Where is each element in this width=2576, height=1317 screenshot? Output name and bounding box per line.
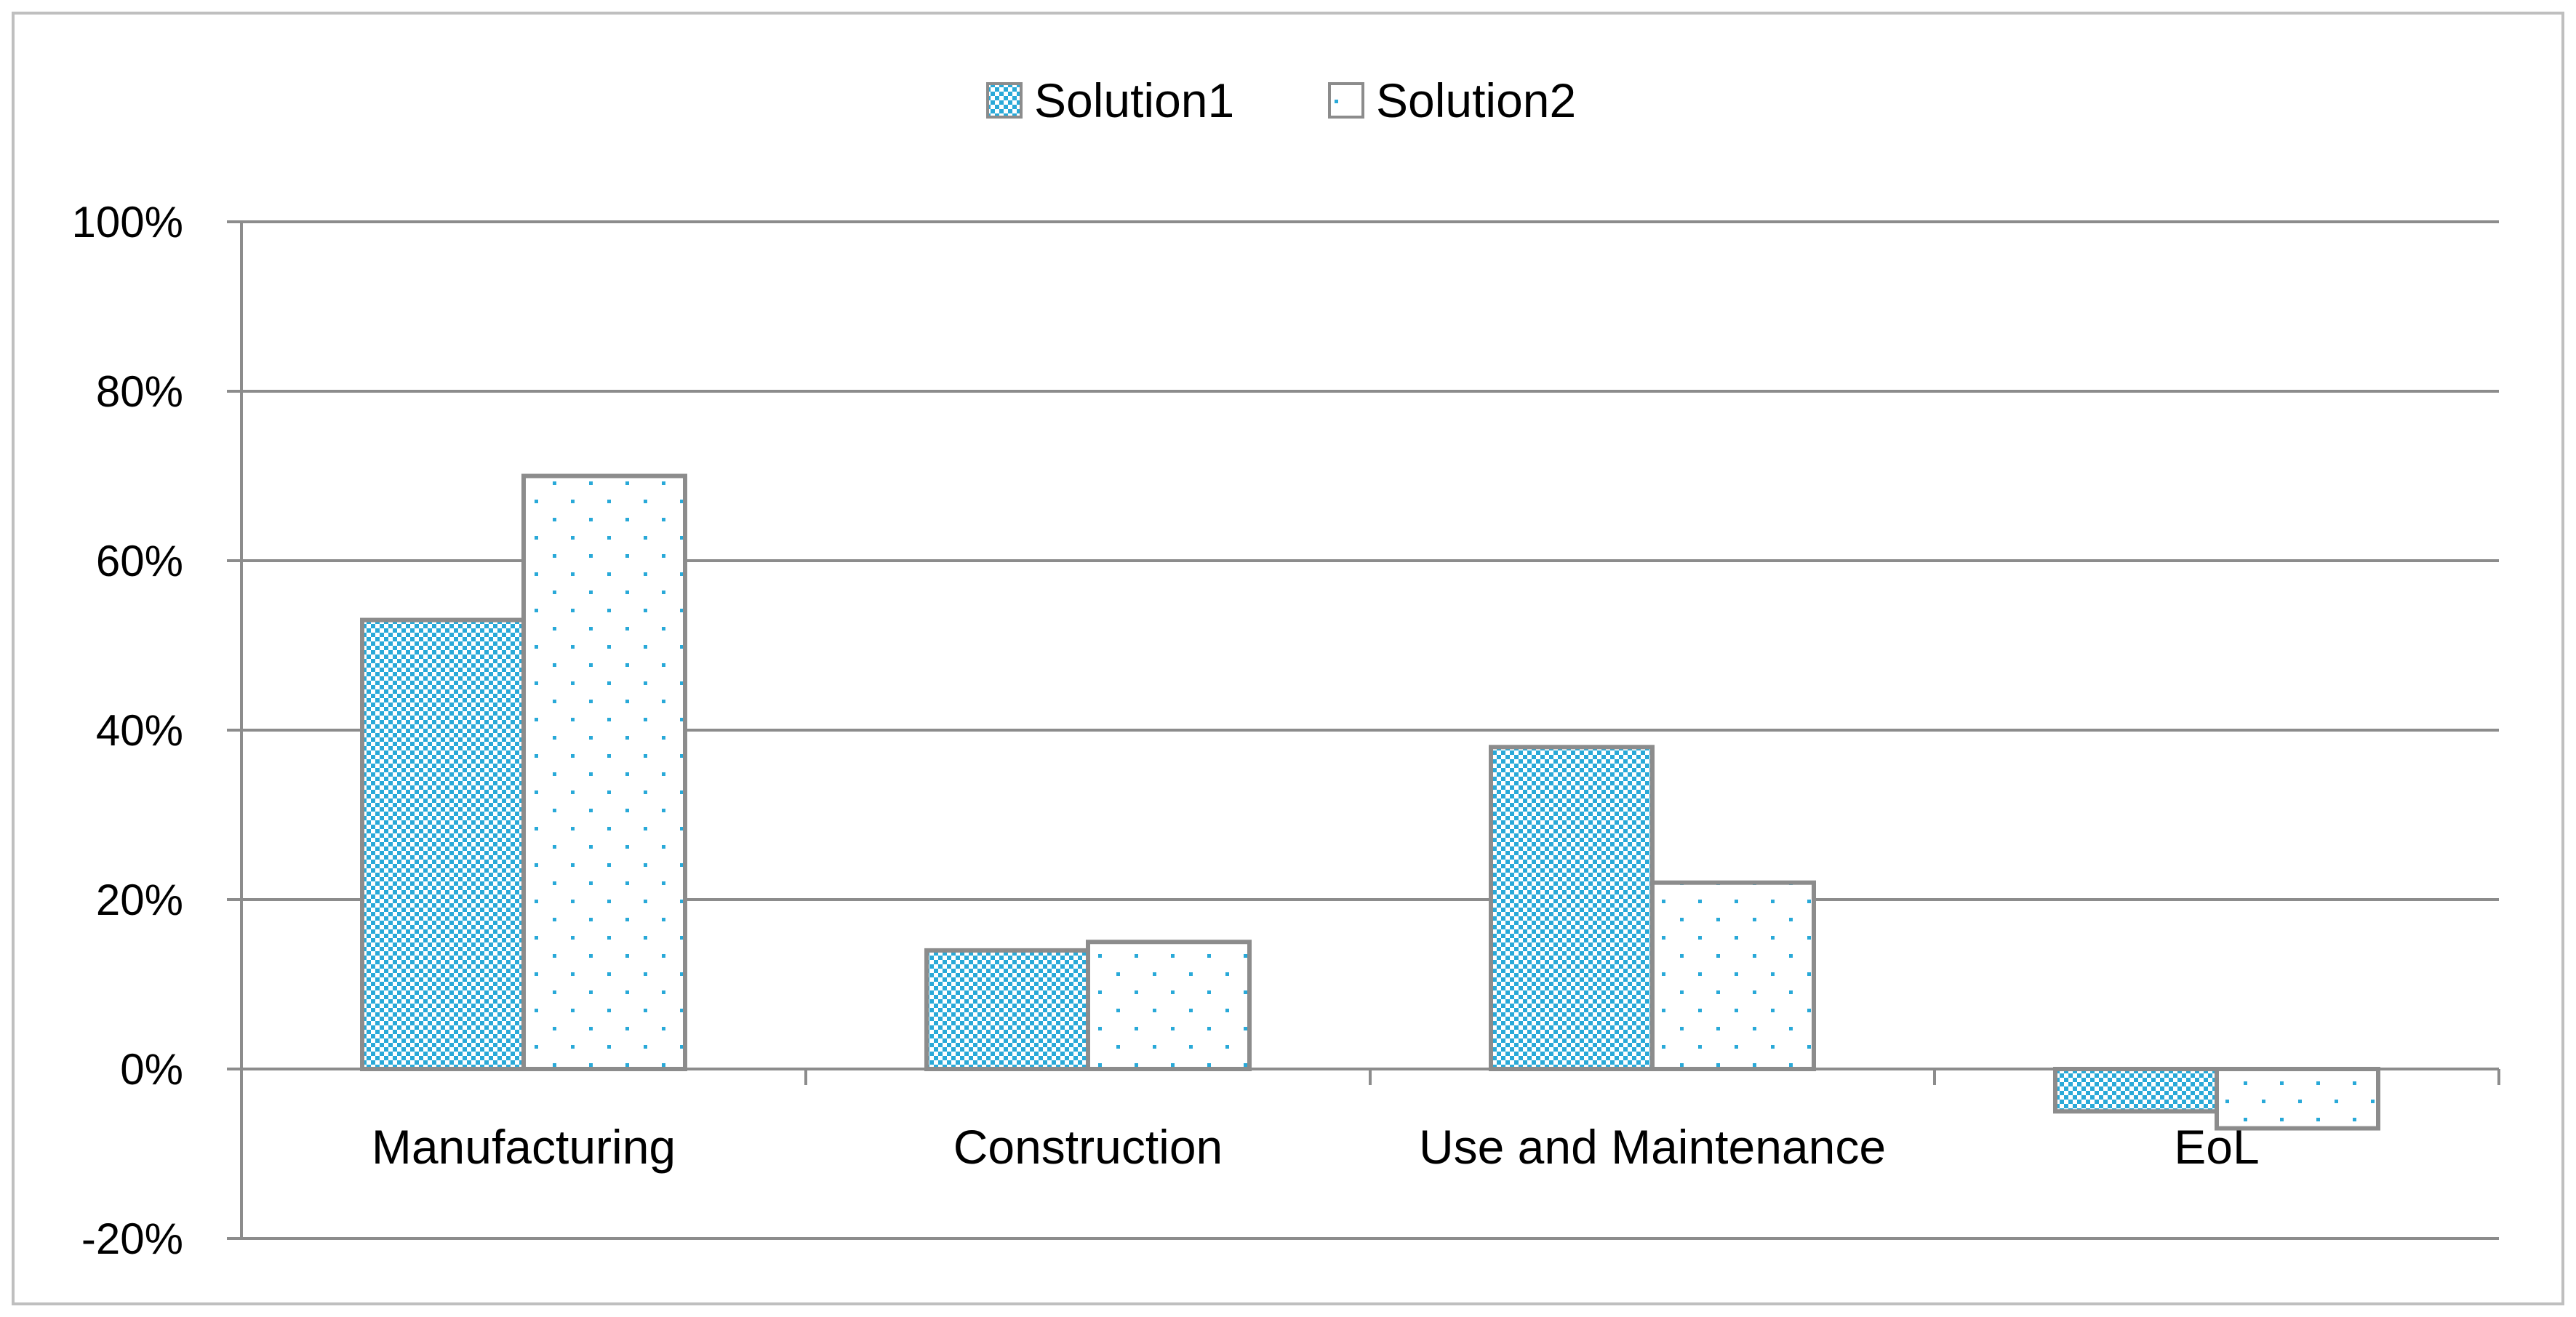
x-tick-label: Use and Maintenance — [1419, 1120, 1886, 1174]
y-tick-label: -20% — [81, 1214, 183, 1263]
y-tick-label: 20% — [96, 876, 183, 924]
bar-solution1-construction — [924, 948, 1090, 1072]
legend: Solution1 Solution2 — [986, 73, 1576, 127]
x-tick-label: EoL — [2174, 1120, 2259, 1174]
bar-solution1-use-and-maintenance — [1489, 745, 1655, 1072]
bar-solution2-manufacturing — [521, 473, 687, 1071]
x-tick-label: Manufacturing — [372, 1120, 676, 1174]
bar-solution2-construction — [1086, 940, 1252, 1071]
legend-label-solution2: Solution2 — [1376, 73, 1576, 127]
bar-solution1-manufacturing — [360, 617, 526, 1071]
x-axis-labels: Manufacturing Construction Use and Mainten… — [372, 1120, 2260, 1174]
y-tick-label: 80% — [96, 367, 183, 416]
legend-label-solution1: Solution1 — [1034, 73, 1234, 127]
bar-solution2-eol — [2215, 1067, 2380, 1131]
axes — [240, 222, 2500, 1238]
x-tick-label: Construction — [953, 1120, 1223, 1174]
y-tick-label: 60% — [96, 537, 183, 585]
legend-swatch-solution2 — [1328, 82, 1364, 119]
y-tick-label: 100% — [72, 198, 183, 247]
bar-solution2-use-and-maintenance — [1650, 880, 1816, 1071]
y-axis-ticks: -20% 0% 20% 40% 60% 80% 100% — [72, 198, 241, 1263]
y-tick-label: 0% — [120, 1045, 183, 1094]
y-tick-label: 40% — [96, 706, 183, 755]
bar-solution1-eol — [2053, 1067, 2219, 1114]
legend-swatch-solution1 — [986, 82, 1023, 119]
